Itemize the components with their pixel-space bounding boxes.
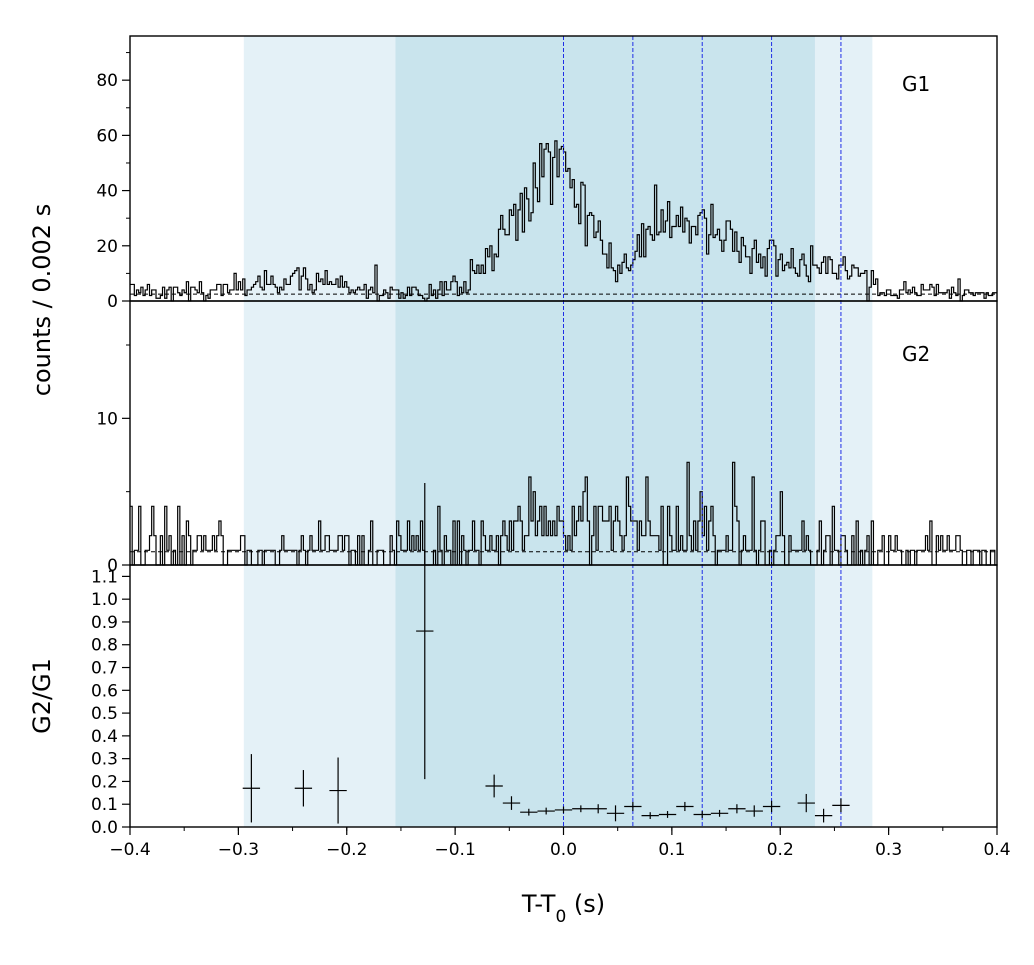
ratio-point bbox=[710, 809, 729, 817]
ratio-point bbox=[693, 811, 711, 818]
y-tick-label: 0.3 bbox=[91, 750, 118, 770]
ratio-point bbox=[832, 798, 850, 813]
y-tick-label: 0.2 bbox=[91, 772, 118, 792]
x-tick-label: 0.2 bbox=[767, 840, 794, 860]
y-tick-label: 0.7 bbox=[91, 659, 118, 679]
x-tick-label: 0.4 bbox=[983, 840, 1010, 860]
x-tick-label: −0.4 bbox=[109, 840, 150, 860]
y-tick-label: 1.0 bbox=[91, 590, 118, 610]
panel-1-axes: 0 20 40 60 80 G1 bbox=[96, 35, 998, 312]
y-tick-label: 40 bbox=[96, 182, 118, 202]
panel-label: G1 bbox=[902, 72, 930, 96]
x-tick-label: 0.0 bbox=[550, 840, 577, 860]
ratio-point bbox=[589, 804, 607, 814]
ratio-point bbox=[329, 757, 347, 824]
y-tick-label: 0.8 bbox=[91, 636, 118, 656]
ratio-points bbox=[242, 482, 850, 824]
ratio-point bbox=[502, 796, 521, 810]
y-axis-title-ratio: G2/G1 bbox=[28, 658, 56, 734]
x-tick-label: −0.1 bbox=[434, 840, 475, 860]
ratio-point bbox=[745, 805, 763, 817]
histogram-line bbox=[130, 140, 997, 302]
ratio-point bbox=[762, 800, 781, 813]
x-tick-label: 0.1 bbox=[658, 840, 685, 860]
ratio-point bbox=[676, 801, 694, 812]
y-tick-label: 1.1 bbox=[91, 567, 118, 587]
ratio-point bbox=[624, 801, 642, 812]
x-tick-label: 0.3 bbox=[875, 840, 902, 860]
x-tick-label: −0.3 bbox=[218, 840, 259, 860]
ratio-point bbox=[797, 793, 815, 813]
y-tick-label: 0.0 bbox=[91, 818, 118, 838]
ratio-point bbox=[485, 774, 503, 798]
ratio-point bbox=[606, 805, 625, 822]
ratio-point bbox=[728, 804, 746, 814]
x-tick-label: −0.2 bbox=[326, 840, 367, 860]
y-tick-label: 60 bbox=[96, 126, 118, 146]
x-axis-title: T-T0 (s) bbox=[521, 890, 605, 927]
ratio-point bbox=[641, 812, 659, 820]
y-tick-label: 0 bbox=[107, 556, 118, 576]
ratio-point bbox=[658, 811, 677, 818]
x-axis: −0.4 −0.3 −0.2 −0.1 0.0 0.1 0.2 0.3 0.4 bbox=[109, 827, 1011, 860]
y-tick-label: 0 bbox=[107, 292, 118, 312]
y-tick-label: 80 bbox=[96, 71, 118, 91]
ratio-point bbox=[416, 482, 434, 780]
y-tick-label: 0.9 bbox=[91, 613, 118, 633]
ratio-point bbox=[294, 770, 313, 807]
y-tick-label: 10 bbox=[96, 409, 118, 429]
panel-1-histogram bbox=[130, 140, 997, 302]
y-tick-label: 0.4 bbox=[91, 727, 118, 747]
ratio-point bbox=[242, 754, 261, 823]
y-tick-label: 0.1 bbox=[91, 795, 118, 815]
panel-label: G2 bbox=[902, 342, 930, 366]
shaded-region-1 bbox=[395, 36, 815, 827]
y-axis-title-counts: counts / 0.002 s bbox=[28, 204, 56, 396]
y-tick-label: 0.5 bbox=[91, 704, 118, 724]
ratio-point bbox=[814, 808, 833, 823]
y-tick-label: 20 bbox=[96, 237, 118, 257]
panel-2-histogram bbox=[130, 461, 997, 566]
histogram-line bbox=[130, 461, 997, 566]
ratio-point bbox=[537, 807, 555, 815]
ratio-point bbox=[572, 805, 590, 813]
ratio-point bbox=[520, 808, 538, 816]
y-tick-label: 0.6 bbox=[91, 681, 118, 701]
ratio-point bbox=[554, 806, 573, 814]
